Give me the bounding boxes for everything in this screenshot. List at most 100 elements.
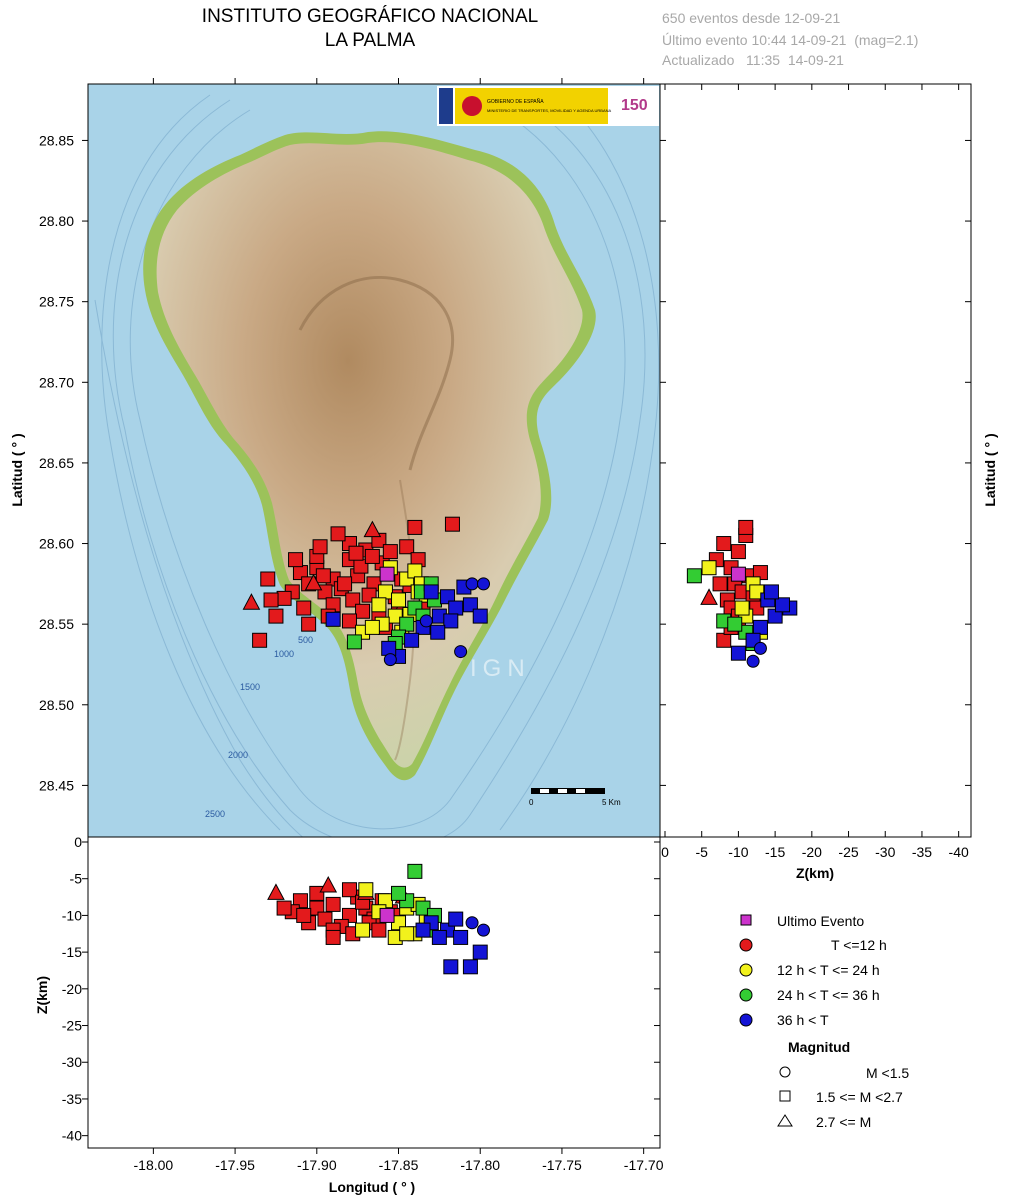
event-marker	[317, 911, 333, 927]
event-marker	[263, 592, 279, 608]
event-marker	[399, 539, 415, 555]
event-marker	[443, 613, 459, 629]
depth-tick-label: -25	[838, 844, 858, 860]
event-marker	[431, 929, 447, 945]
contour-2000: 2000	[228, 750, 248, 760]
event-marker	[730, 544, 746, 560]
event-marker	[716, 536, 732, 552]
page-title: INSTITUTO GEOGRÁFICO NACIONAL	[201, 6, 539, 27]
event-marker	[404, 632, 420, 648]
event-marker	[309, 885, 325, 901]
event-marker	[355, 922, 371, 938]
event-marker	[315, 568, 331, 584]
contour-2500: 2500	[205, 809, 225, 819]
legend-label-36h: 24 h < T <= 36 h	[777, 987, 880, 1003]
contour-500: 500	[298, 635, 313, 645]
depth-tick-label: 0	[74, 834, 82, 850]
legend-label-mag-mid: 1.5 <= M <2.7	[816, 1089, 903, 1105]
last-event-marker	[730, 566, 746, 582]
event-marker	[752, 619, 768, 635]
eu-flag-icon	[439, 88, 453, 124]
map-panel: 500 1000 1500 2000 2500 IGN GOBIERNO DE …	[88, 84, 660, 837]
legend-label-last: Ultimo Evento	[777, 913, 864, 929]
event-marker	[763, 584, 779, 600]
event-marker	[701, 560, 717, 576]
event-marker	[440, 589, 456, 605]
event-marker	[462, 959, 478, 975]
event-marker	[288, 552, 304, 568]
last-event: Último evento 10:44 14-09-21 (mag=2.1)	[662, 32, 919, 48]
caldera-ridge	[298, 275, 455, 471]
event-marker	[301, 616, 317, 632]
scale-bar: 0 5 Km	[529, 788, 621, 807]
depth-tick-label: 0	[661, 844, 669, 860]
legend-magnitude-title: Magnitud	[788, 1039, 850, 1055]
depth-tick-label: -5	[695, 844, 708, 860]
event-marker	[448, 600, 464, 616]
event-marker	[465, 916, 479, 930]
z-axis-label-right: Z(km)	[796, 865, 834, 881]
x-axis-label-bottom: Longitud ( ° )	[329, 1179, 415, 1195]
lon-tick-label: -18.00	[134, 1157, 174, 1173]
lon-tick-label: -17.70	[624, 1157, 664, 1173]
event-marker	[276, 900, 292, 916]
y-axis-label-left: Latitud ( ° )	[9, 433, 25, 506]
gov-logo-text: GOBIERNO DE ESPAÑA	[487, 98, 544, 105]
event-marker	[476, 577, 490, 591]
event-marker	[391, 592, 407, 608]
depth-tick-label: -25	[62, 1018, 82, 1034]
legend-label-24h: 12 h < T <= 24 h	[777, 962, 880, 978]
event-marker	[346, 634, 362, 650]
lat-tick-label: 28.85	[39, 132, 74, 148]
event-marker	[341, 882, 357, 898]
institution-logos: GOBIERNO DE ESPAÑA MINISTERIO DE TRANSPO…	[437, 86, 659, 126]
event-marker	[430, 624, 446, 640]
event-marker	[448, 911, 464, 927]
lat-tick-label: 28.65	[39, 455, 74, 471]
event-marker	[476, 923, 490, 937]
legend-swatch-older	[739, 1013, 753, 1027]
event-marker	[268, 608, 284, 624]
event-marker	[341, 613, 357, 629]
axis-ticks: 28.45 28.50 28.55 28.60 28.65 28.70 28.75 28.80…	[39, 78, 971, 1173]
event-marker	[700, 588, 718, 605]
event-marker	[296, 907, 312, 923]
event-marker	[387, 608, 403, 624]
event-marker	[312, 539, 328, 555]
event-marker	[337, 576, 353, 592]
cumbre-ridge	[394, 479, 416, 761]
event-marker	[348, 545, 364, 561]
event-marker	[407, 519, 423, 535]
event-marker	[325, 611, 341, 627]
event-marker	[419, 614, 433, 628]
event-marker	[391, 885, 407, 901]
map-events	[242, 516, 490, 667]
depth-tick-label: -35	[62, 1091, 82, 1107]
event-marker	[453, 929, 469, 945]
legend-swatch-24h	[739, 963, 753, 977]
event-marker	[345, 592, 361, 608]
event-marker	[749, 584, 765, 600]
lon-tick-label: -17.95	[215, 1157, 255, 1173]
event-marker	[399, 926, 415, 942]
event-marker	[242, 593, 261, 610]
lon-tick-label: -17.75	[542, 1157, 582, 1173]
depth-latitude-events	[686, 519, 798, 668]
circle-icon	[779, 1066, 791, 1078]
depth-tick-label: -40	[62, 1128, 82, 1144]
ministry-text: MINISTERIO DE TRANSPORTES, MOVILIDAD Y A…	[487, 108, 612, 113]
ign-watermark: IGN	[470, 655, 531, 682]
event-marker	[355, 603, 371, 619]
bathymetry-contours	[94, 94, 660, 837]
event-marker	[712, 576, 728, 592]
last-event-marker	[379, 907, 395, 923]
lat-tick-label: 28.50	[39, 697, 74, 713]
event-marker	[319, 875, 338, 893]
event-marker	[730, 645, 746, 661]
depth-tick-label: -35	[912, 844, 932, 860]
event-marker	[399, 616, 415, 632]
triangle-icon	[777, 1114, 793, 1127]
event-marker	[358, 882, 374, 898]
anniversary-logo: 150	[621, 97, 648, 114]
event-marker	[260, 571, 276, 587]
